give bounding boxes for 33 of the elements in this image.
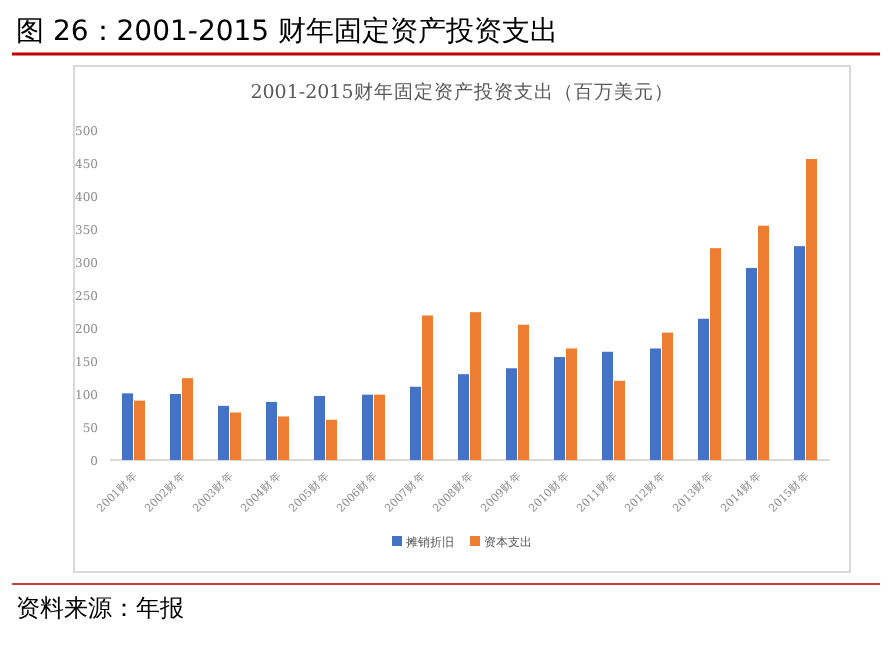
- bar: [470, 312, 481, 460]
- bar: [170, 394, 181, 460]
- bar: [806, 159, 817, 460]
- bar: [566, 348, 577, 460]
- bar: [602, 351, 613, 460]
- bar: [698, 318, 709, 460]
- bar: [506, 368, 517, 460]
- text: 资料来源：年报: [16, 594, 184, 622]
- bar: [710, 248, 721, 460]
- bar: [374, 394, 385, 460]
- bar: [182, 378, 193, 460]
- bar: [362, 394, 373, 460]
- bar: [422, 315, 433, 460]
- bar: [314, 395, 325, 460]
- bar: [614, 380, 625, 460]
- title: 图 26：2001-2015 财年固定资产投资支出: [16, 16, 559, 48]
- bar: [518, 324, 529, 460]
- bar: [218, 405, 229, 460]
- bar: [650, 348, 661, 460]
- chart-subtitle: 2001-2015财年固定资产投资支出（百万美元）: [250, 80, 674, 104]
- bar: [122, 393, 133, 460]
- bar: [794, 246, 805, 460]
- bar: [134, 400, 145, 460]
- bar: [554, 357, 565, 460]
- bar: [746, 267, 757, 460]
- bar: [458, 374, 469, 460]
- bar: [662, 332, 673, 460]
- bar: [758, 225, 769, 460]
- bar: [326, 419, 337, 460]
- bar: [230, 412, 241, 460]
- bar: [278, 416, 289, 460]
- bar: [266, 401, 277, 460]
- bar: [410, 386, 421, 460]
